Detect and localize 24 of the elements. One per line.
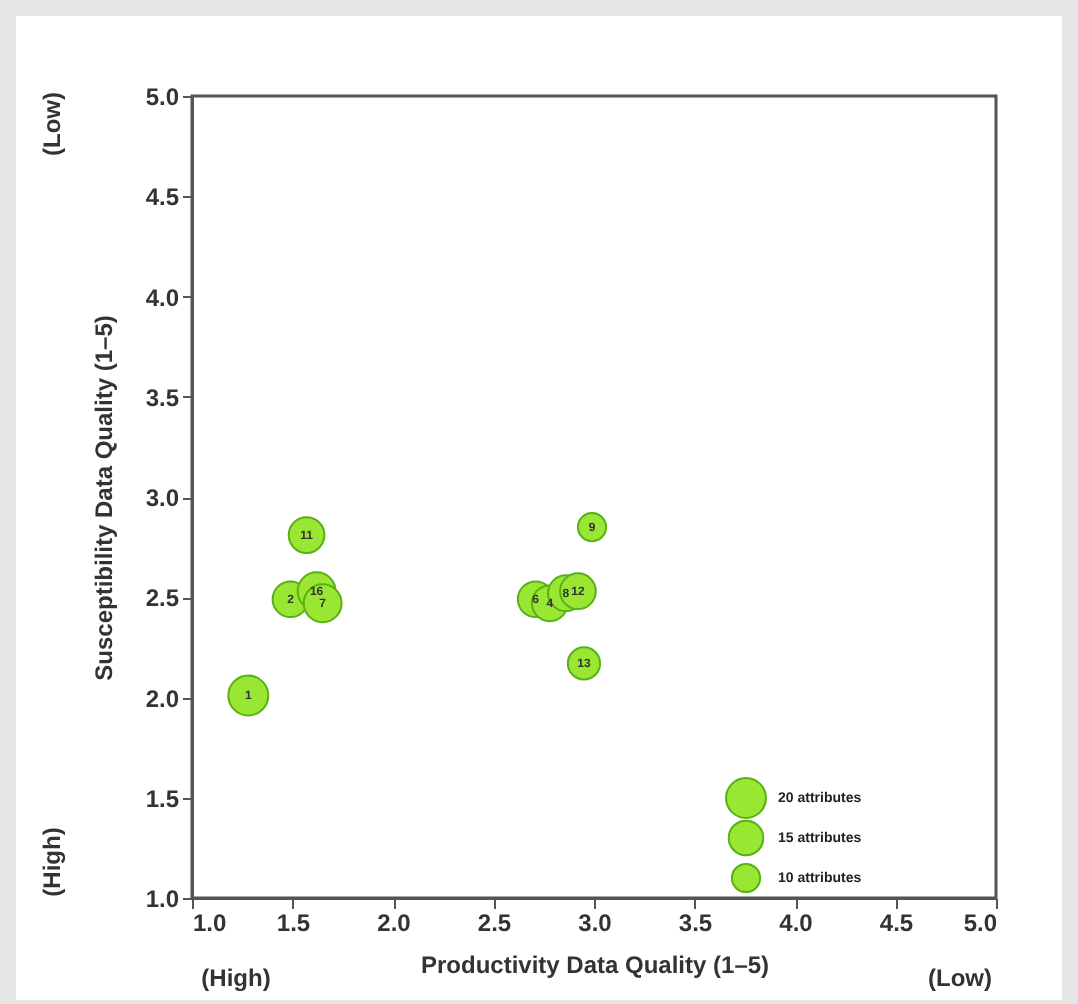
x-axis-title: Productivity Data Quality (1–5) — [420, 951, 770, 979]
x-tick-label: 4.5 — [879, 909, 914, 937]
y-tick-label: 5.0 — [145, 83, 180, 111]
x-tick-label: 2.0 — [377, 909, 412, 937]
text: (High) — [201, 964, 271, 992]
y-tick-label: 1.5 — [145, 784, 180, 813]
x-tick-label: 3.5 — [678, 909, 713, 937]
text: (Low) — [38, 92, 66, 156]
y-tick-label: 4.0 — [145, 283, 180, 312]
x-tick-label: 1.5 — [276, 909, 311, 937]
y-tick-label: 1.0 — [145, 885, 180, 913]
x-tick-label: 3.0 — [578, 909, 613, 937]
text: (High) — [38, 827, 66, 897]
y-tick-label: 2.5 — [145, 584, 180, 613]
y-tick-label: 4.5 — [145, 183, 180, 212]
y-tick-label: 2.0 — [145, 684, 180, 713]
x-tick-label: 1.0 — [193, 909, 228, 937]
x-tick-label: 4.0 — [779, 909, 814, 937]
x-tick-label: 5.0 — [963, 909, 998, 937]
x-tick-label: 2.5 — [477, 909, 512, 937]
y-tick-label: 3.5 — [145, 383, 180, 412]
text: (Low) — [928, 964, 992, 992]
y-tick-label: 3.0 — [145, 484, 180, 512]
y-axis-title: Susceptibility Data Quality (1–5) — [89, 315, 118, 681]
